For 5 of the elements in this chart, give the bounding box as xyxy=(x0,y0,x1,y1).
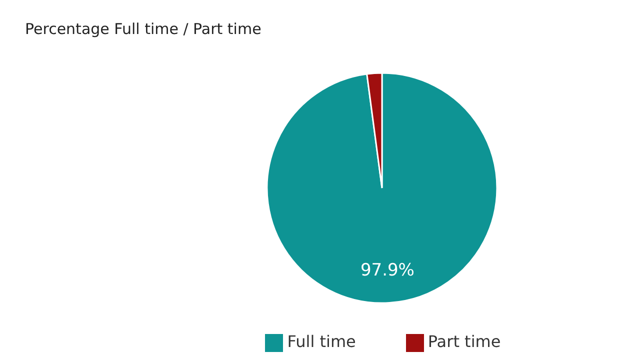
text: Percentage Full time / Part time xyxy=(25,20,262,38)
pie-slice xyxy=(266,72,498,304)
legend-label: Part time xyxy=(428,332,501,352)
legend-label: Full time xyxy=(287,332,356,352)
data-label: 97.9% xyxy=(360,260,414,281)
